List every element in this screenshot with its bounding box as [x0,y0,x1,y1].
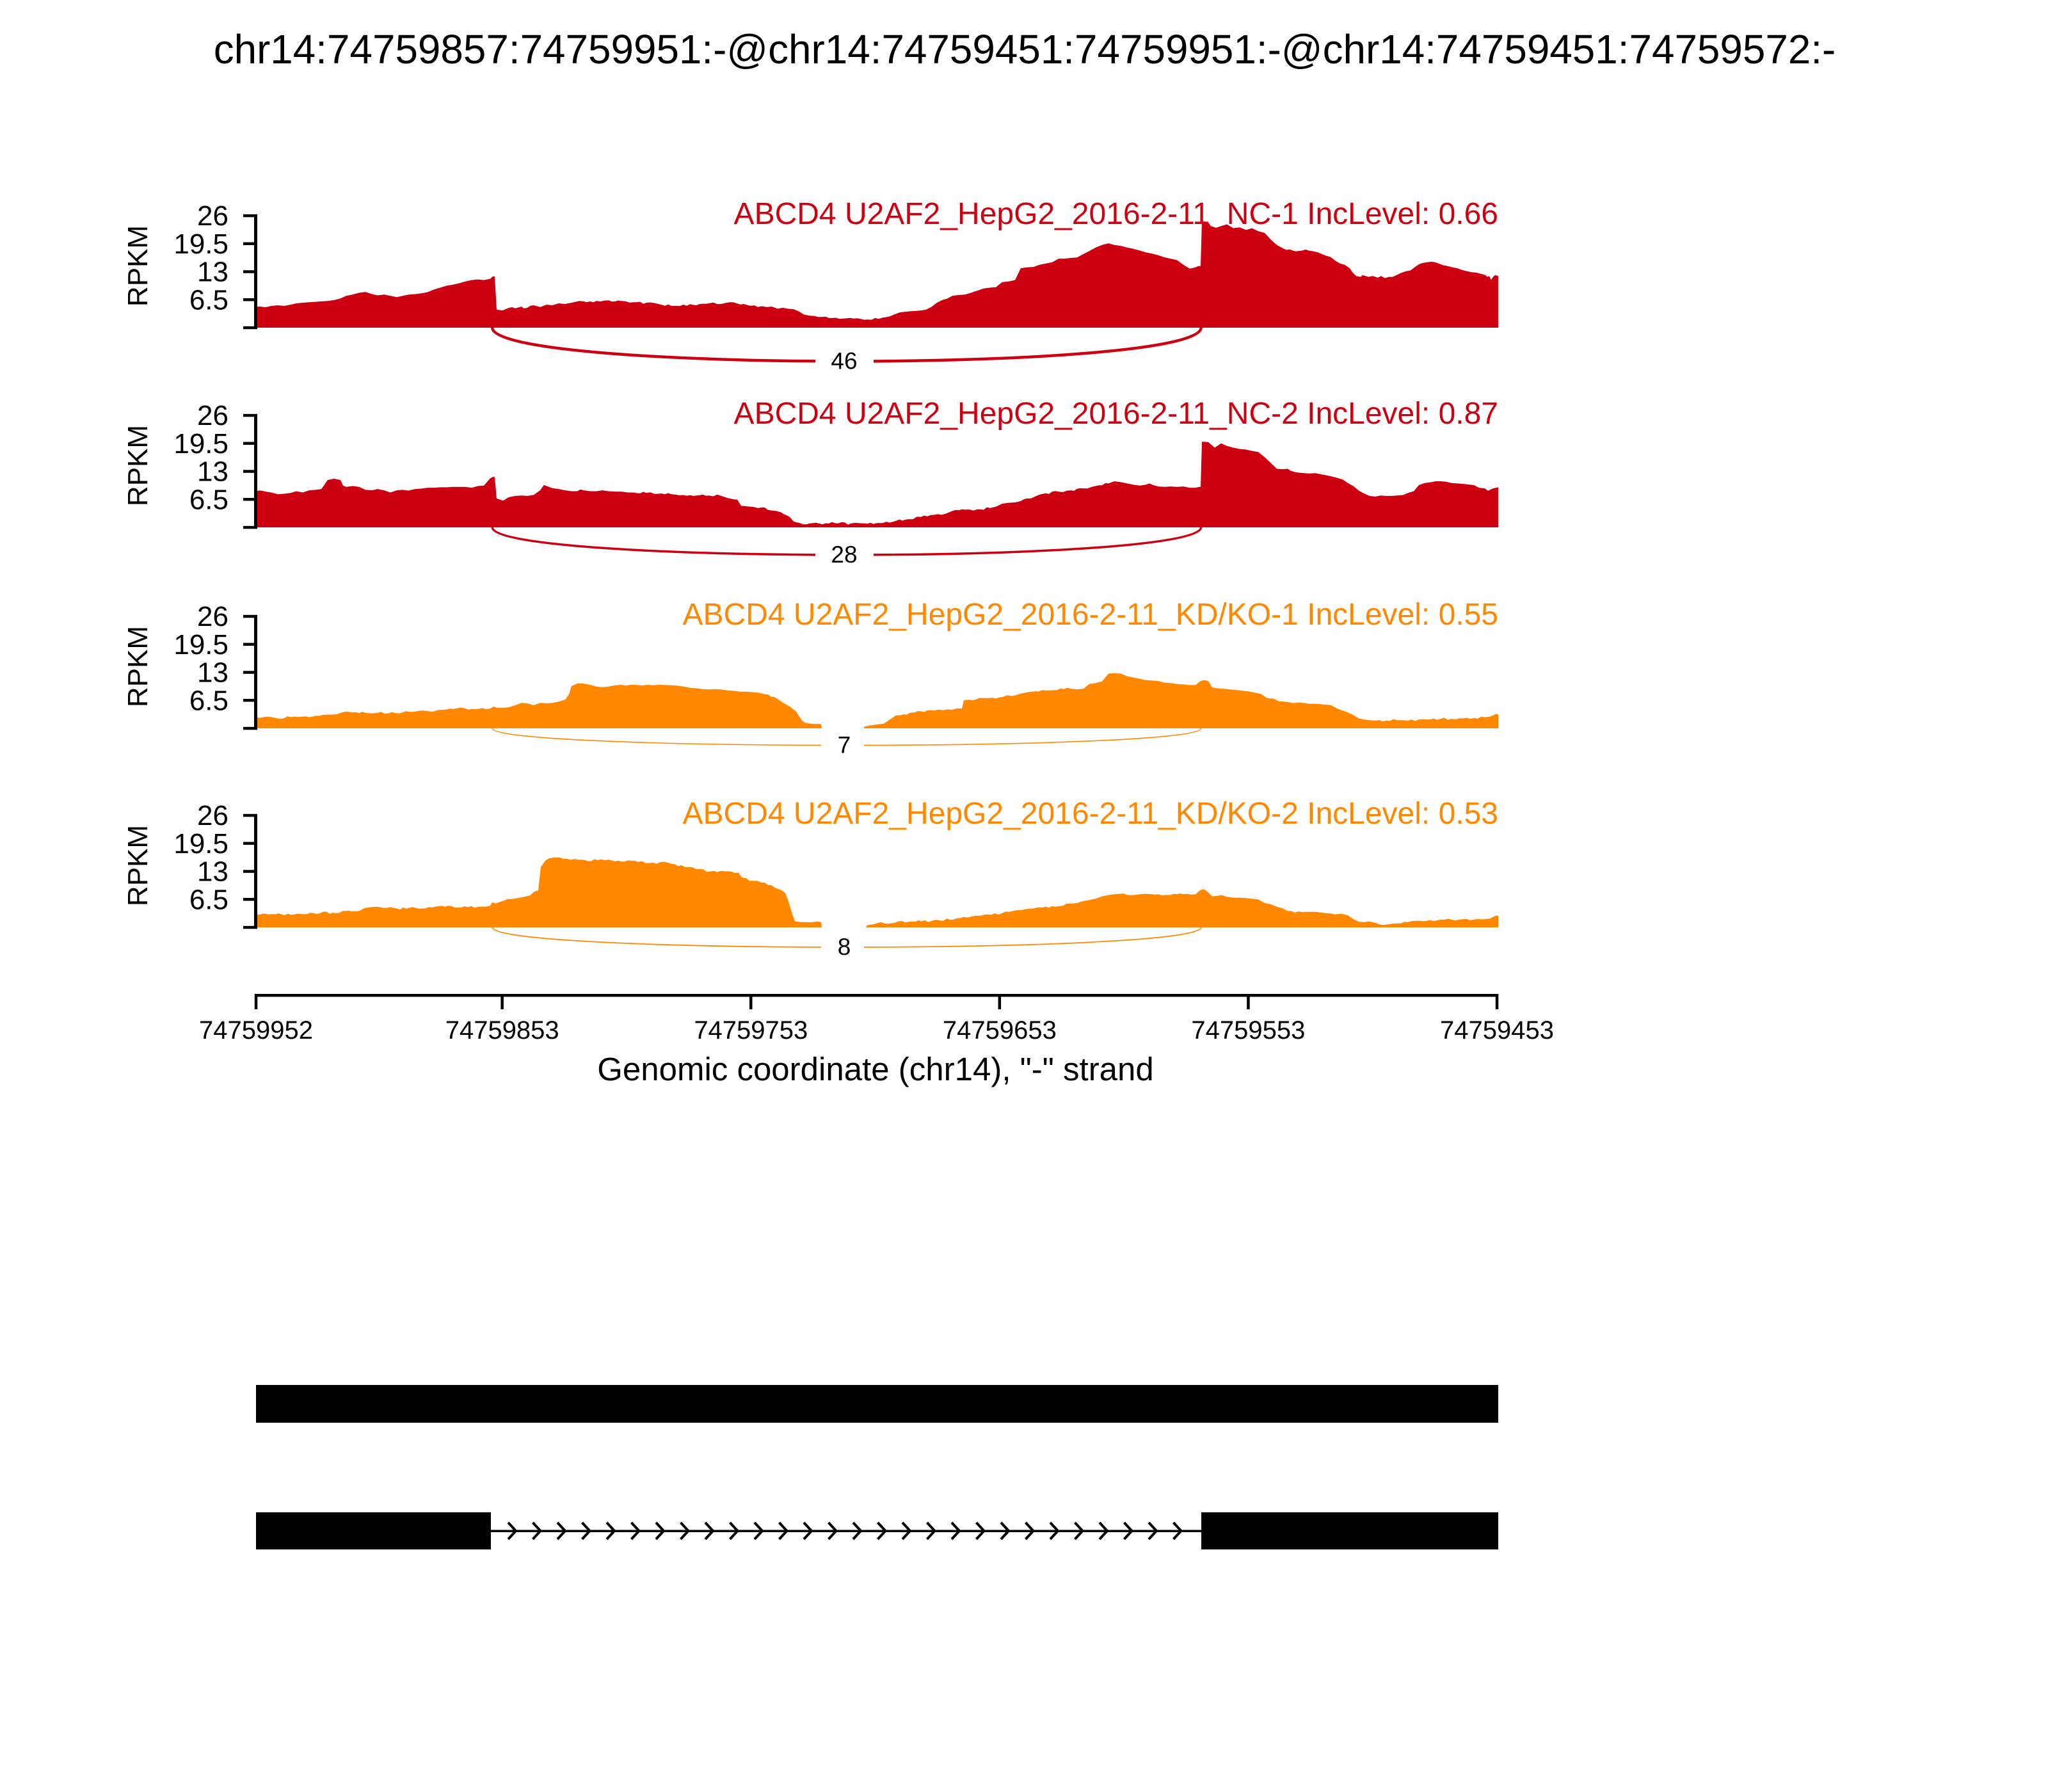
svg-text:13: 13 [197,456,228,488]
svg-text:74759553: 74759553 [1191,1016,1305,1044]
svg-text:13: 13 [197,856,228,888]
svg-text:26: 26 [197,601,228,632]
svg-text:ABCD4 U2AF2_HepG2_2016-2-11_KD: ABCD4 U2AF2_HepG2_2016-2-11_KD/KO-2 IncL… [683,797,1498,831]
svg-text:6.5: 6.5 [189,884,228,915]
svg-text:19.5: 19.5 [173,428,228,460]
svg-text:19.5: 19.5 [173,828,228,860]
svg-text:19.5: 19.5 [173,228,228,260]
svg-text:28: 28 [831,541,857,568]
svg-text:26: 26 [197,200,228,232]
svg-text:ABCD4 U2AF2_HepG2_2016-2-11_NC: ABCD4 U2AF2_HepG2_2016-2-11_NC-2 IncLeve… [734,397,1498,431]
svg-text:26: 26 [197,400,228,431]
svg-text:19.5: 19.5 [173,629,228,660]
svg-text:13: 13 [197,257,228,288]
svg-text:ABCD4 U2AF2_HepG2_2016-2-11_NC: ABCD4 U2AF2_HepG2_2016-2-11_NC-1 IncLeve… [734,197,1498,231]
svg-text:6.5: 6.5 [189,685,228,716]
svg-text:RPKM: RPKM [122,825,154,906]
svg-text:ABCD4 U2AF2_HepG2_2016-2-11_KD: ABCD4 U2AF2_HepG2_2016-2-11_KD/KO-1 IncL… [683,598,1498,632]
svg-text:8: 8 [838,934,851,960]
svg-text:chr14:74759857:74759951:-@chr1: chr14:74759857:74759951:-@chr14:74759451… [214,26,1836,72]
svg-text:46: 46 [831,348,857,374]
svg-text:74759952: 74759952 [199,1016,313,1044]
svg-text:74759453: 74759453 [1440,1016,1554,1044]
svg-text:RPKM: RPKM [122,425,154,506]
svg-text:74759753: 74759753 [694,1016,808,1044]
svg-text:7: 7 [838,732,851,758]
svg-text:74759653: 74759653 [943,1016,1057,1044]
svg-text:Genomic coordinate (chr14), "-: Genomic coordinate (chr14), "-" strand [597,1051,1154,1087]
svg-text:6.5: 6.5 [189,484,228,515]
svg-text:26: 26 [197,800,228,831]
svg-text:13: 13 [197,657,228,689]
svg-text:6.5: 6.5 [189,284,228,316]
svg-text:RPKM: RPKM [122,225,154,307]
svg-text:RPKM: RPKM [122,626,154,707]
svg-text:74759853: 74759853 [445,1016,559,1044]
